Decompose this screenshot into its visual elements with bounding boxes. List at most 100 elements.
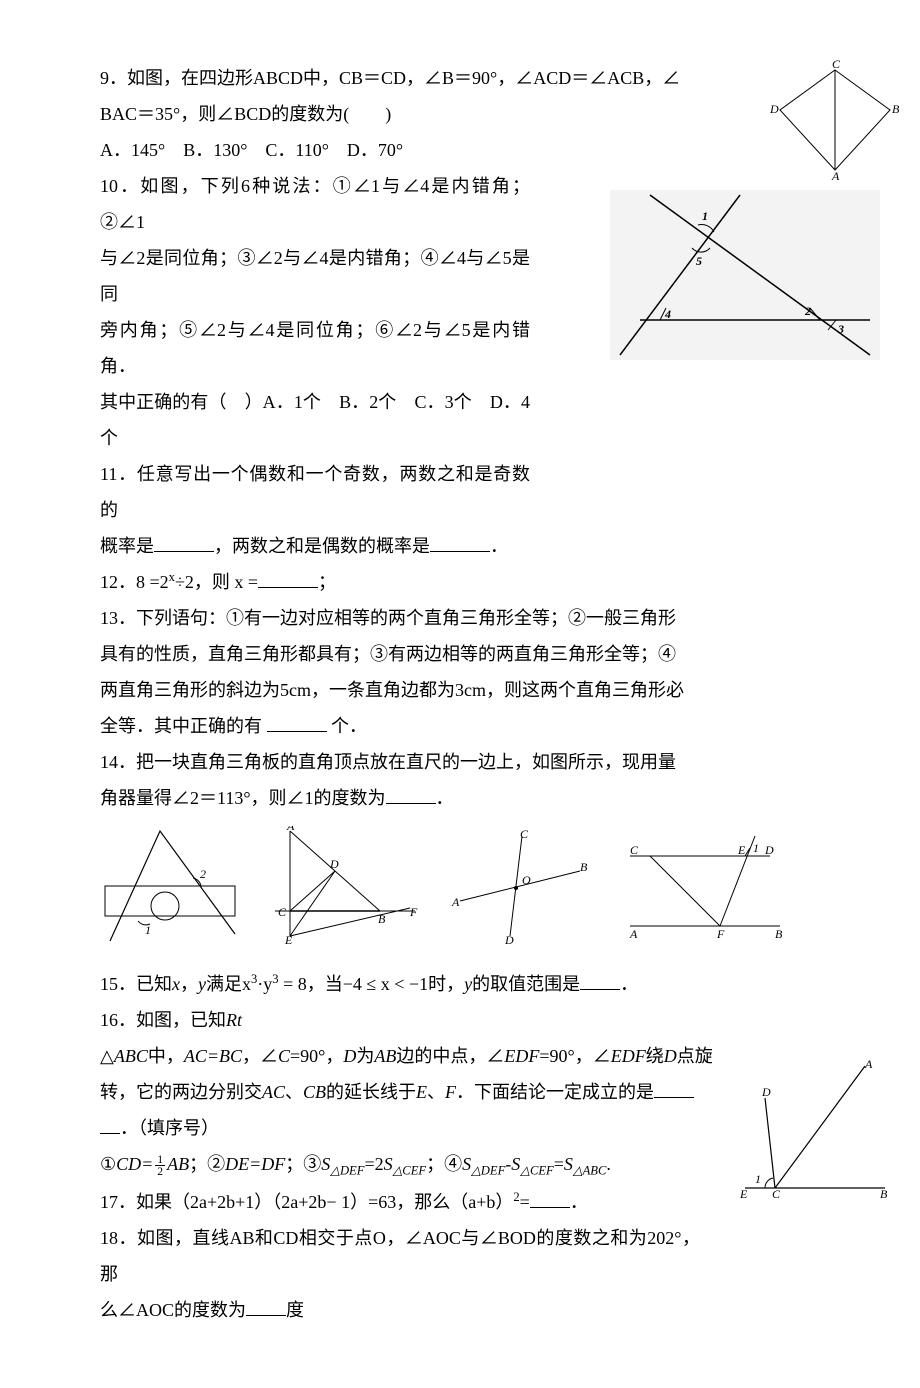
q18-blank[interactable] bbox=[246, 1297, 286, 1316]
q9-line1: 9．如图，在四边形ABCD中，CB＝CD，∠B＝90°，∠ACD＝∠ACB，∠ bbox=[100, 60, 820, 96]
q13-line3: 两直角三角形的斜边为5cm，一条直角边都为3cm，则这两个直角三角形必 bbox=[100, 672, 820, 708]
q14-line1: 14．把一块直角三角板的直角顶点放在直尺的一边上，如图所示，现用量 bbox=[100, 744, 820, 780]
q16-blank2[interactable] bbox=[100, 1115, 120, 1134]
q16-s2: S bbox=[462, 1154, 471, 1174]
q16-s1: S bbox=[321, 1154, 330, 1174]
q17-line: 17．如果（2a+2b+1）（2a+2b− 1）=63，那么（a+b）2=． bbox=[100, 1184, 820, 1220]
q17-blank[interactable] bbox=[530, 1189, 570, 1208]
figure-14b: A D C B F E bbox=[270, 826, 420, 946]
q15-b: 满足x bbox=[206, 974, 251, 994]
q15-x: x bbox=[172, 974, 180, 994]
q16-l1: 16．如图，已知 bbox=[100, 1010, 226, 1030]
q16-rt: Rt bbox=[226, 1010, 242, 1030]
q16-s3: S bbox=[511, 1154, 520, 1174]
q12-c: ； bbox=[318, 572, 336, 592]
figure-q9: C B A D bbox=[770, 60, 900, 180]
q18-line1: 18．如图，直线AB和CD相交于点O，∠AOC与∠BOD的度数之和为202°，那 bbox=[100, 1220, 700, 1292]
q16-optb: ；② bbox=[189, 1154, 225, 1174]
q16-l2b: 中， bbox=[148, 1046, 184, 1066]
q16-eq2: =2 bbox=[364, 1154, 383, 1174]
q17-a: 17．如果（2a+2b+1）（2a+2b− 1）=63，那么（a+b） bbox=[100, 1192, 513, 1212]
q12-blank[interactable] bbox=[258, 569, 318, 588]
q9-line2: BAC＝35°，则∠BCD的度数为( ) bbox=[100, 96, 820, 132]
svg-text:D: D bbox=[329, 857, 339, 871]
q15-blank[interactable] bbox=[580, 971, 620, 990]
q17-b: = bbox=[520, 1192, 530, 1212]
q16-l3e: ．下面结论一定成立的是 bbox=[456, 1082, 654, 1102]
q16-dd: D bbox=[343, 1046, 356, 1066]
q14-l2b: ． bbox=[436, 788, 454, 808]
q16-abc2: △ABC bbox=[573, 1164, 606, 1178]
q16-de: DE=DF bbox=[225, 1154, 285, 1174]
figure-14d: C D A B F E 1 bbox=[620, 826, 790, 946]
svg-text:E: E bbox=[740, 1187, 748, 1198]
q15-line: 15．已知x，y满足x3·y3 = 8，当−4 ≤ x < −1时，y的取值范围… bbox=[100, 966, 820, 1002]
figure-14a: 2 1 bbox=[100, 826, 240, 946]
q16-d2: D bbox=[664, 1046, 677, 1066]
q16-cef2: △CEF bbox=[520, 1164, 553, 1178]
figure-q10: 1 5 4 2 3 bbox=[610, 190, 880, 360]
q17-c: ． bbox=[570, 1192, 588, 1212]
q16-blank1[interactable] bbox=[654, 1079, 694, 1098]
svg-text:1: 1 bbox=[753, 841, 759, 855]
q16-f: F bbox=[445, 1082, 456, 1102]
q15-dot: ·y bbox=[257, 974, 272, 994]
q10-line1: 10．如图，下列6种说法：①∠1与∠4是内错角；②∠1 bbox=[100, 168, 530, 240]
q16-acc: AC bbox=[262, 1082, 285, 1102]
q16-optd: ；④ bbox=[426, 1154, 462, 1174]
svg-text:F: F bbox=[716, 927, 725, 941]
svg-text:E: E bbox=[284, 933, 293, 946]
svg-text:B: B bbox=[892, 102, 900, 116]
figures-row: 2 1 A D C B F E C B A D O bbox=[100, 826, 820, 946]
q11-line2: 概率是，两数之和是偶数的概率是． bbox=[100, 528, 820, 564]
q16-l3c: 的延长线于 bbox=[326, 1082, 416, 1102]
q11-blank1[interactable] bbox=[154, 533, 214, 552]
svg-text:5: 5 bbox=[696, 254, 702, 268]
q16-l2h: 绕 bbox=[646, 1046, 664, 1066]
q13-blank[interactable] bbox=[267, 713, 327, 732]
svg-text:2: 2 bbox=[804, 304, 811, 318]
q13-l4a: 全等．其中正确的有 bbox=[100, 716, 267, 736]
q13-line1: 13．下列语句：①有一边对应相等的两个直角三角形全等；②一般三角形 bbox=[100, 600, 820, 636]
q18-l2b: 度 bbox=[286, 1300, 304, 1320]
q16-l2f: 边的中点，∠ bbox=[396, 1046, 504, 1066]
q16-l3d: 、 bbox=[427, 1082, 445, 1102]
page-content: C B A D 1 5 4 2 3 9．如图，在四边形ABCD中，CB＝CD，∠… bbox=[100, 60, 820, 1328]
q16-l2g: =90°，∠ bbox=[539, 1046, 610, 1066]
q14-blank[interactable] bbox=[386, 785, 436, 804]
q13-line2: 具有的性质，直角三角形都具有；③有两边相等的两直角三角形全等；④ bbox=[100, 636, 820, 672]
q9-options: A．145° B．130° C．110° D．70° bbox=[100, 132, 820, 168]
svg-text:A: A bbox=[864, 1058, 873, 1071]
q16-line3: 转，它的两边分别交AC、CB的延长线于E、F．下面结论一定成立的是 bbox=[100, 1074, 820, 1110]
svg-text:D: D bbox=[764, 843, 774, 857]
svg-text:3: 3 bbox=[837, 322, 844, 336]
q11-blank2[interactable] bbox=[430, 533, 490, 552]
q14-line2: 角器量得∠2＝113°，则∠1的度数为 ． bbox=[100, 780, 820, 816]
q15-comma: ， bbox=[180, 974, 198, 994]
q15-c: 的取值范围是 bbox=[472, 974, 580, 994]
q15-dot2: ． bbox=[620, 974, 638, 994]
q16-edf: EDF bbox=[504, 1046, 539, 1066]
q16-l3b: 、 bbox=[285, 1082, 303, 1102]
q16-e: E bbox=[416, 1082, 427, 1102]
q14-l2a: 角器量得∠2＝113°，则∠1的度数为 bbox=[100, 788, 386, 808]
q16-ss: S bbox=[384, 1154, 393, 1174]
q16-ac: AC=BC bbox=[184, 1046, 242, 1066]
q16-l3a: 转，它的两边分别交 bbox=[100, 1082, 262, 1102]
q16-options: ①CD=12AB；②DE=DF；③S△DEF=2S△CEF；④S△DEF-S△C… bbox=[100, 1146, 820, 1184]
q16-line2: △ABC中，AC=BC，∠C=90°，D为AB边的中点，∠EDF=90°，∠ED… bbox=[100, 1038, 820, 1074]
q16-frac: 12 bbox=[155, 1154, 165, 1178]
svg-text:D: D bbox=[770, 102, 779, 116]
q16-s4: S bbox=[564, 1154, 573, 1174]
svg-text:C: C bbox=[832, 60, 841, 71]
q16-c: C bbox=[278, 1046, 290, 1066]
svg-text:1: 1 bbox=[702, 209, 708, 223]
q16-l2a: △ bbox=[100, 1046, 114, 1066]
q16-eq: = bbox=[554, 1154, 564, 1174]
svg-text:A: A bbox=[629, 927, 638, 941]
q16-ab: AB bbox=[374, 1046, 396, 1066]
svg-text:A: A bbox=[286, 826, 295, 833]
svg-text:1: 1 bbox=[755, 1172, 761, 1186]
svg-text:1: 1 bbox=[145, 923, 151, 937]
svg-text:A: A bbox=[831, 169, 840, 180]
